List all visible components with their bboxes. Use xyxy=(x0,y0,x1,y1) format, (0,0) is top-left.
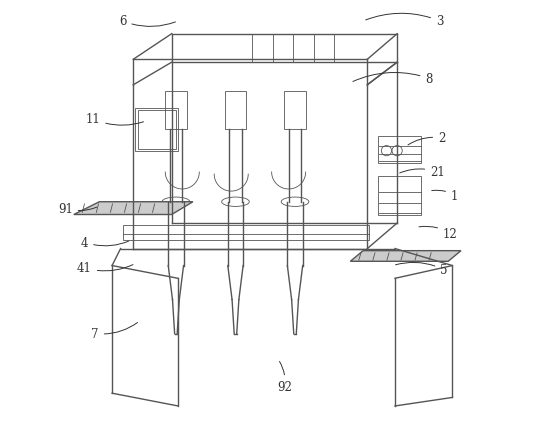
Bar xyxy=(378,136,420,164)
Bar xyxy=(165,92,186,130)
Text: 41: 41 xyxy=(77,261,133,274)
Polygon shape xyxy=(74,202,193,215)
Text: 6: 6 xyxy=(119,15,175,28)
Bar xyxy=(123,226,369,240)
Text: 91: 91 xyxy=(58,202,97,215)
Bar xyxy=(285,92,306,130)
Text: 8: 8 xyxy=(353,73,433,86)
Text: 4: 4 xyxy=(81,236,129,249)
Bar xyxy=(135,109,178,151)
Bar xyxy=(378,177,420,215)
Text: 11: 11 xyxy=(86,113,143,126)
Polygon shape xyxy=(350,251,461,262)
Text: 21: 21 xyxy=(400,166,445,179)
Text: 1: 1 xyxy=(432,189,458,203)
Text: 92: 92 xyxy=(277,362,292,393)
Text: 7: 7 xyxy=(91,323,137,340)
Text: 2: 2 xyxy=(408,132,446,145)
Text: 12: 12 xyxy=(419,227,458,241)
Bar xyxy=(225,92,246,130)
Text: 3: 3 xyxy=(365,14,444,28)
Text: 5: 5 xyxy=(396,263,448,276)
Bar xyxy=(137,111,176,149)
